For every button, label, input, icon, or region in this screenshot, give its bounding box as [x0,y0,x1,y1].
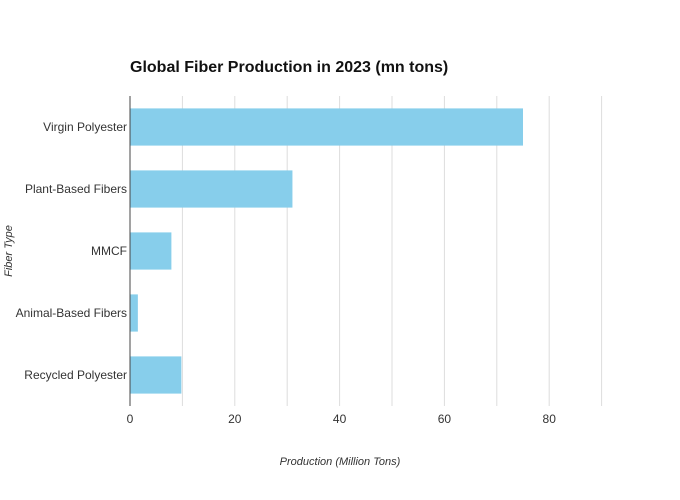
x-tick-label: 60 [438,412,452,426]
x-axis-label: Production (Million Tons) [280,456,401,468]
x-tick-label: 80 [543,412,557,426]
y-tick-labels: Virgin Polyester Plant-Based Fibers MMCF An… [16,120,127,382]
y-tick-label: Animal-Based Fibers [16,306,127,320]
x-tick-labels: 0 20 40 60 80 [127,412,557,426]
bar [130,294,138,332]
gridlines [181,96,603,406]
chart-title: Global Fiber Production in 2023 (mn tons… [130,59,448,76]
bar [130,232,172,270]
y-axis-label: Fiber Type [3,225,15,277]
bar [130,170,293,208]
x-tick-label: 40 [333,412,347,426]
x-tick-label: 20 [228,412,242,426]
bar [130,356,182,394]
x-tick-label: 0 [127,412,134,426]
y-tick-label: Plant-Based Fibers [25,182,127,196]
y-tick-label: Virgin Polyester [43,120,127,134]
bars [130,108,523,394]
bar [130,108,523,146]
y-tick-label: MMCF [91,244,127,258]
y-tick-label: Recycled Polyester [24,368,127,382]
